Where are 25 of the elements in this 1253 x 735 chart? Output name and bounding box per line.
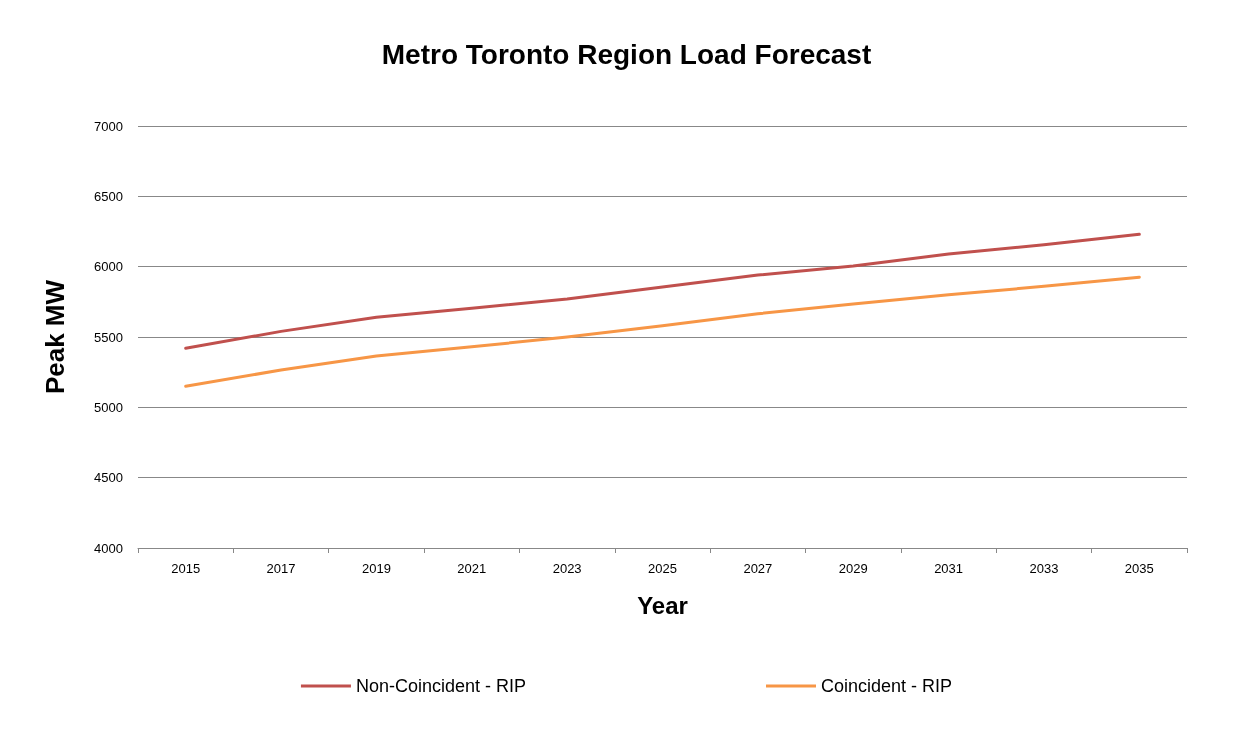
y-tick-label: 5000 (94, 399, 123, 415)
x-tick-label: 2029 (838, 561, 868, 576)
chart-title: Metro Toronto Region Load Forecast (381, 38, 872, 70)
y-tick-label: 7000 (94, 118, 123, 134)
legend-label: Non-Coincident - RIP (355, 676, 527, 696)
x-tick-label: 2021 (457, 561, 487, 576)
x-tick-label: 2025 (648, 561, 677, 576)
x-tick-label: 2023 (552, 561, 582, 576)
line-series (184, 232, 1141, 350)
legend-label: Coincident - RIP (821, 676, 953, 696)
x-axis-title: Year (637, 591, 688, 619)
y-tick-label: 4500 (94, 470, 123, 486)
y-tick-label: 6000 (94, 259, 123, 275)
y-tick-label: 6500 (94, 188, 123, 204)
x-tick-label: 2033 (1029, 561, 1059, 576)
line-series (184, 275, 1141, 388)
y-tick-label: 5500 (94, 329, 123, 345)
x-tick-label: 2027 (743, 561, 773, 576)
x-tick-label: 2017 (266, 561, 296, 576)
y-axis-title: Peak MW (40, 279, 70, 395)
x-tick-label: 2015 (171, 561, 201, 576)
x-tick-label: 2035 (1124, 561, 1154, 576)
y-tick-label: 4000 (94, 540, 123, 556)
x-tick-label: 2019 (361, 561, 391, 576)
x-tick-label: 2031 (934, 561, 964, 576)
